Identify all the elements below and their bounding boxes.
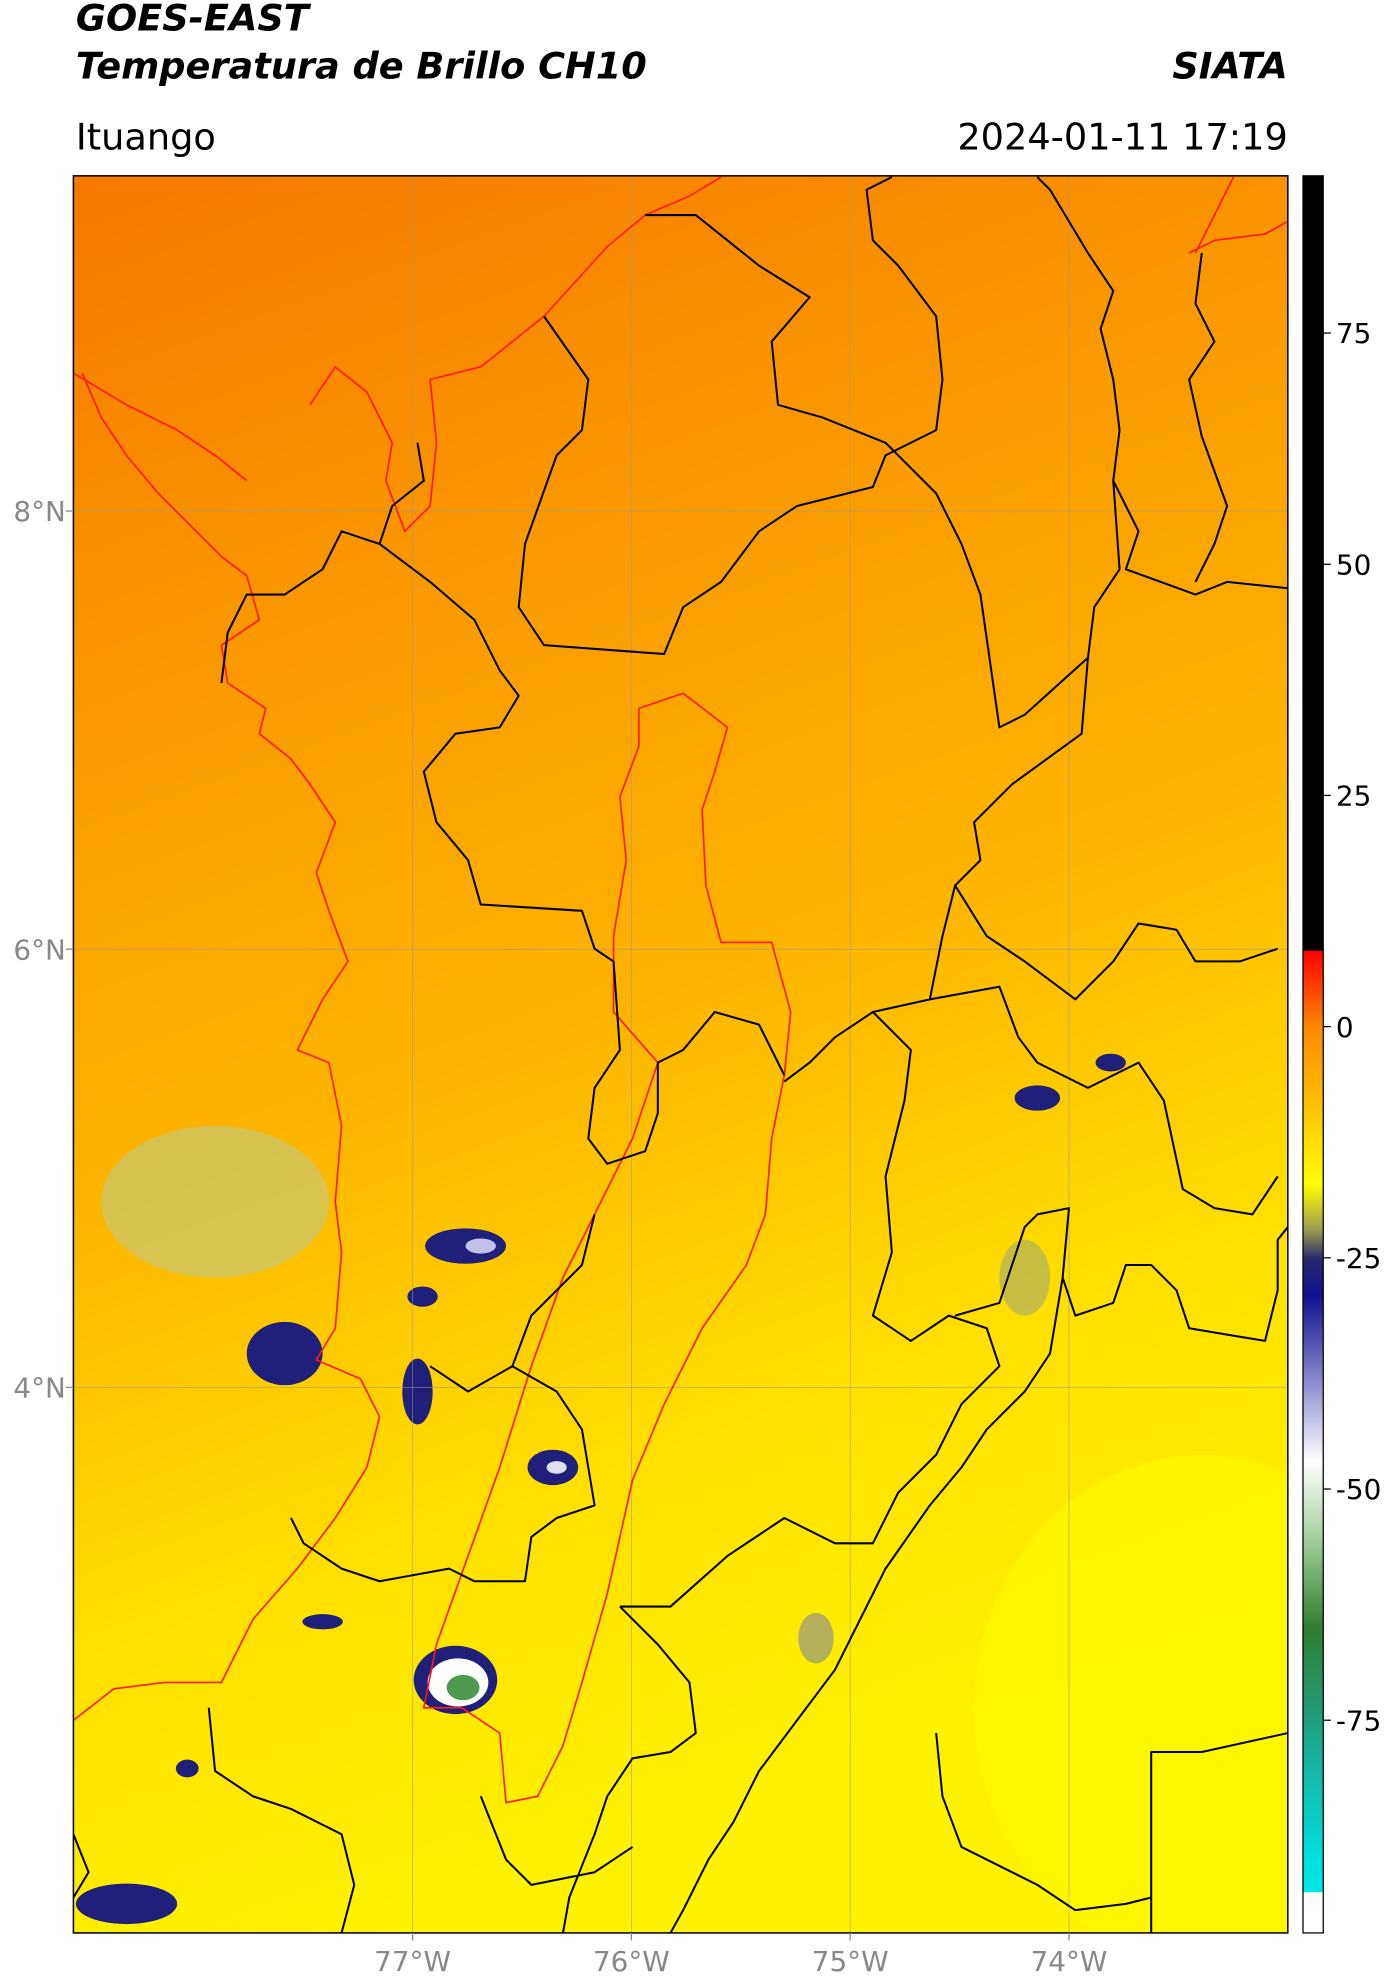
graticule bbox=[73, 175, 1288, 1933]
subtitle: Temperatura de Brillo CH10 bbox=[76, 44, 647, 87]
x-tick-label: 77°W bbox=[374, 1945, 451, 1978]
cloud-patch bbox=[999, 1239, 1050, 1316]
cloud-patch bbox=[246, 1321, 323, 1386]
colorbar-segment bbox=[1302, 950, 1324, 1028]
colorbar-segment bbox=[1302, 1026, 1324, 1120]
colorbar-segment bbox=[1302, 1627, 1324, 1721]
cloud-patch bbox=[175, 1759, 199, 1778]
map-frame bbox=[72, 175, 1289, 1934]
colorbar-segment bbox=[1302, 1720, 1324, 1860]
field-patch bbox=[974, 1454, 1288, 1933]
x-tick-label: 75°W bbox=[812, 1945, 889, 1978]
colorbar-segment bbox=[1302, 175, 1324, 952]
cloud-patch bbox=[465, 1238, 496, 1254]
coastline bbox=[73, 176, 1288, 1722]
datetime: 2024-01-11 17:19 bbox=[957, 115, 1287, 158]
colorbar-segment bbox=[1302, 1396, 1324, 1462]
colorbar-segment bbox=[1302, 1858, 1324, 1893]
x-tick-label: 76°W bbox=[593, 1945, 670, 1978]
organization: SIATA bbox=[1172, 44, 1287, 87]
y-tick-label: 8°N bbox=[13, 495, 65, 528]
basin-outline bbox=[422, 692, 792, 1804]
colorbar-segment bbox=[1302, 1119, 1324, 1185]
cloud-patch bbox=[75, 1883, 178, 1925]
y-tick-label: 4°N bbox=[13, 1372, 65, 1405]
cloud-patch bbox=[446, 1674, 480, 1701]
colorbar-segment bbox=[1302, 1892, 1324, 1934]
cloud-patch bbox=[302, 1614, 343, 1630]
cloud-patch bbox=[407, 1286, 438, 1307]
colorbar-segment bbox=[1302, 1461, 1324, 1536]
map-area bbox=[73, 175, 1288, 1933]
location: Ituango bbox=[76, 115, 216, 158]
colorbar-segment bbox=[1302, 1183, 1324, 1231]
colorbar-segment bbox=[1302, 1257, 1324, 1296]
colorbar: 75 50 25 0 -25 -50 -75 bbox=[1302, 175, 1381, 1934]
admin-borders bbox=[73, 176, 1288, 1933]
y-tick-label: 6°N bbox=[13, 933, 65, 966]
colorbar-tick-label: 50 bbox=[1336, 548, 1371, 581]
cloud-patch bbox=[1014, 1085, 1061, 1111]
colorbar-tick-label: -25 bbox=[1336, 1242, 1381, 1275]
colorbar-tick-label: -50 bbox=[1336, 1473, 1381, 1506]
colorbar-tick-label: 25 bbox=[1336, 780, 1371, 813]
cloud-patch bbox=[546, 1461, 567, 1474]
cloud-patch bbox=[798, 1612, 834, 1664]
colorbar-tick-label: -75 bbox=[1336, 1704, 1381, 1737]
colorbar-tick-label: 75 bbox=[1336, 317, 1371, 350]
colorbar-tick-label: 0 bbox=[1336, 1011, 1354, 1044]
cloud-patch bbox=[402, 1358, 433, 1425]
colorbar-segment bbox=[1302, 1294, 1324, 1398]
cloud-patch bbox=[101, 1125, 329, 1278]
cloud-patch bbox=[1095, 1053, 1126, 1072]
title: GOES-EAST bbox=[76, 0, 312, 39]
colorbar-segment bbox=[1302, 1230, 1324, 1259]
x-tick-label: 74°W bbox=[1031, 1945, 1108, 1978]
colorbar-segment bbox=[1302, 1535, 1324, 1629]
colorbar-frame bbox=[1302, 175, 1324, 1934]
